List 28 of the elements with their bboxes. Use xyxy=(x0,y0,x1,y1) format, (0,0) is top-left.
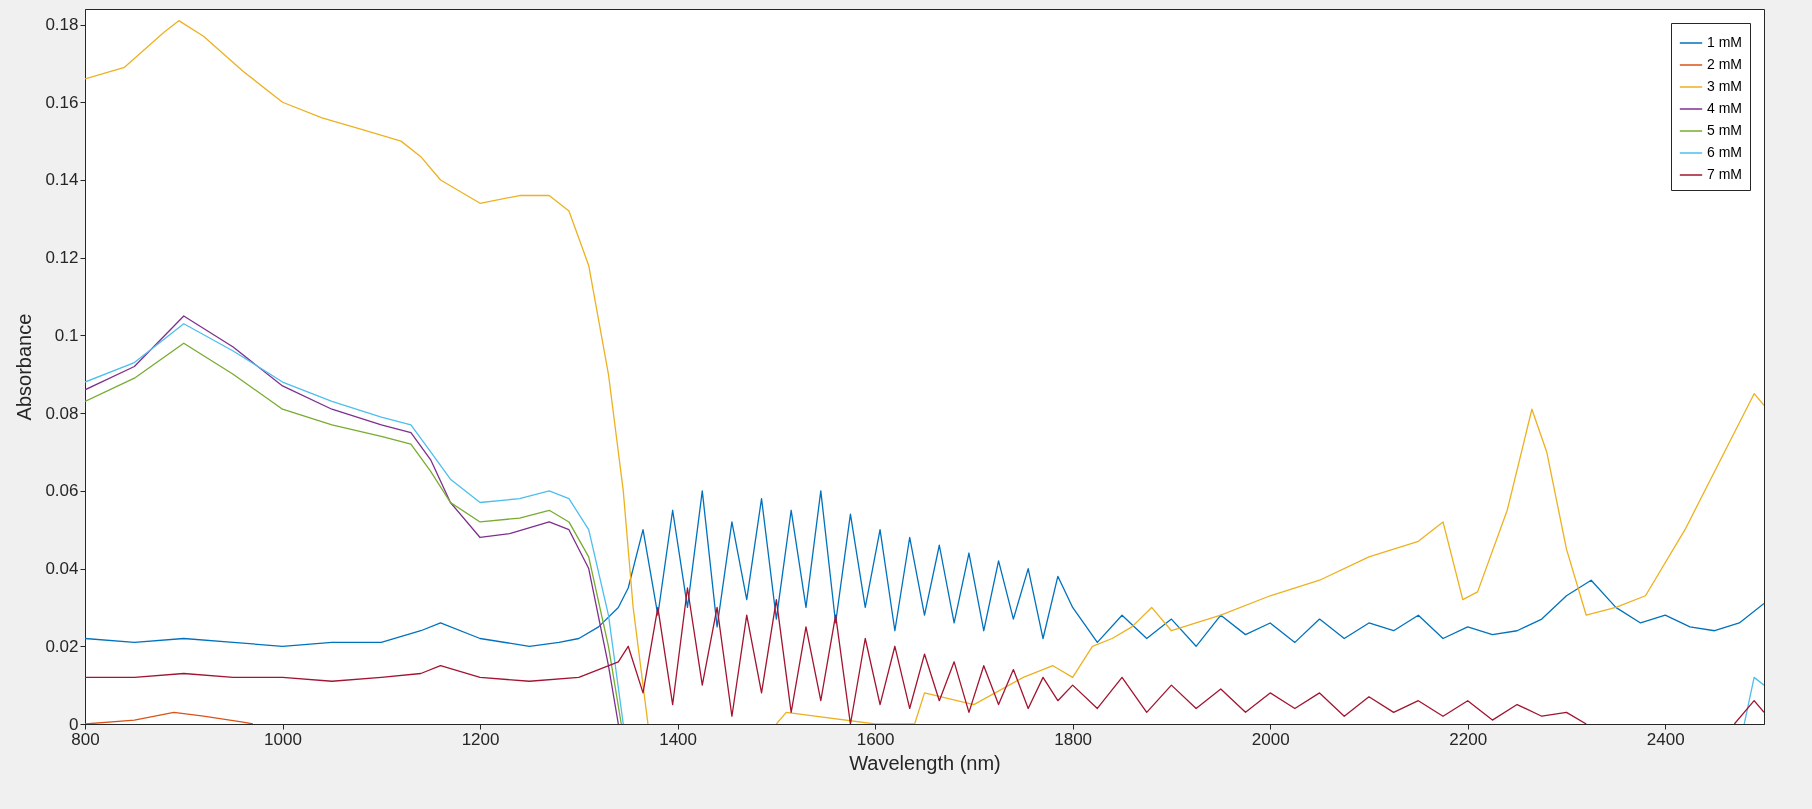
line-series xyxy=(85,490,1764,647)
line-series xyxy=(85,711,254,724)
y-tick-label: 0.06 xyxy=(45,481,79,501)
legend-label: 3 mM xyxy=(1707,78,1742,94)
x-axis-title: Wavelength (nm) xyxy=(849,751,1001,774)
y-tick-label: 0.02 xyxy=(45,636,79,656)
x-tick-label: 1200 xyxy=(461,729,500,749)
y-tick-label: 0.14 xyxy=(45,170,79,190)
y-tick-label: 0.08 xyxy=(45,403,79,423)
x-tick-label: 2000 xyxy=(1251,729,1290,749)
y-tick-label: 0.18 xyxy=(45,15,79,35)
x-tick-label: 2400 xyxy=(1646,729,1685,749)
legend-label: 1 mM xyxy=(1707,34,1742,50)
legend-label: 7 mM xyxy=(1707,166,1742,182)
legend-label: 4 mM xyxy=(1707,100,1742,116)
y-tick-label: 0.1 xyxy=(54,325,79,345)
y-tick-label: 0.16 xyxy=(45,92,79,112)
y-tick-label: 0.12 xyxy=(45,248,79,268)
legend-label: 5 mM xyxy=(1707,122,1742,138)
y-tick-label: 0.04 xyxy=(45,559,79,579)
x-tick-label: 2200 xyxy=(1449,729,1488,749)
legend-label: 6 mM xyxy=(1707,144,1742,160)
x-tick-label: 1800 xyxy=(1054,729,1093,749)
x-tick-label: 1600 xyxy=(856,729,895,749)
legend-label: 2 mM xyxy=(1707,56,1742,72)
y-axis-title: Absorbance xyxy=(13,313,36,421)
x-tick-label: 1400 xyxy=(659,729,697,749)
x-tick-label: 1000 xyxy=(264,729,302,749)
